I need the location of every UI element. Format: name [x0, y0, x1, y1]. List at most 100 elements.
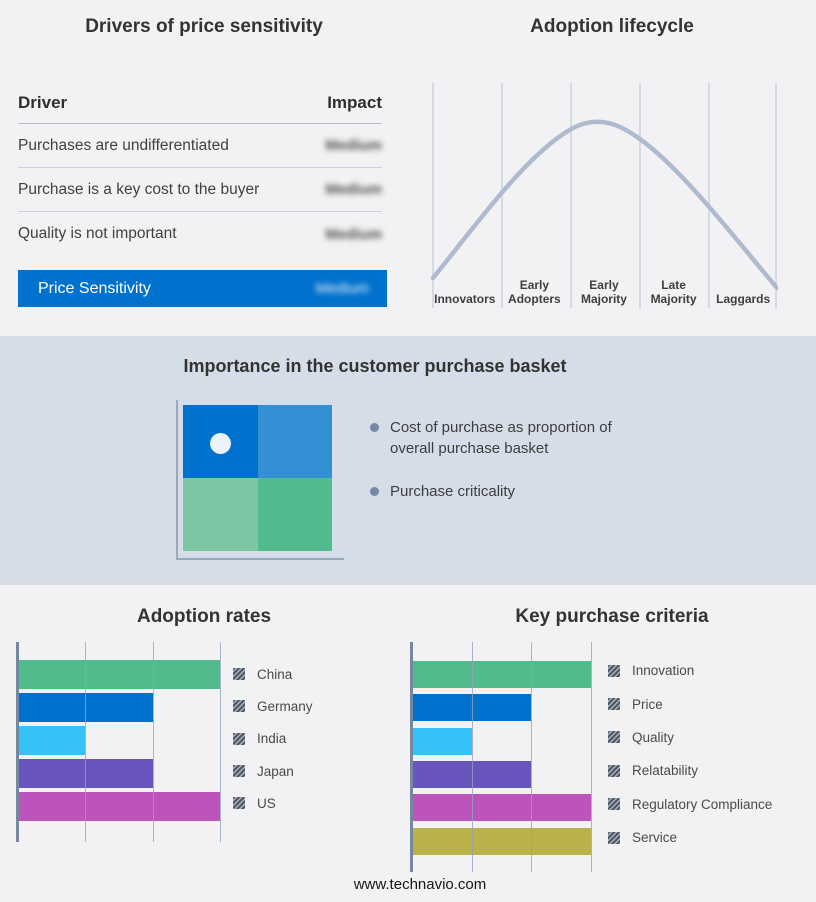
key-purchase-criteria-legend: Innovation Price Quality Relatability Regula…	[608, 654, 772, 854]
legend-swatch-hatched-icon	[608, 764, 620, 777]
gridline	[531, 642, 533, 872]
bar-us	[18, 792, 220, 821]
adoption-rates-bars	[18, 642, 220, 823]
legend-swatch-hatched-icon	[608, 731, 620, 744]
legend-swatch-hatched-icon	[233, 668, 245, 681]
key-purchase-criteria-bars	[412, 642, 591, 858]
drivers-table: Driver Impact Purchases are undifferenti…	[18, 93, 382, 256]
legend-item: Japan	[233, 755, 313, 787]
legend-item: Germany	[233, 690, 313, 722]
impact-cell-blurred: Medium	[325, 225, 382, 243]
legend-label: Innovation	[632, 663, 695, 679]
legend-swatch-hatched-icon	[608, 798, 620, 811]
drivers-panel-title: Drivers of price sensitivity	[85, 16, 323, 37]
bar-row-germany	[18, 691, 220, 724]
quadrant-cell-1	[257, 405, 332, 478]
key-purchase-criteria-bar-chart	[410, 642, 592, 872]
position-marker-dot	[210, 433, 231, 454]
legend-label: Germany	[257, 698, 313, 714]
legend-swatch-hatched-icon	[233, 732, 245, 745]
highlight-impact-value-blurred: Medium	[315, 280, 369, 297]
bar-quality	[412, 727, 472, 755]
lifecycle-bell-curve-svg	[430, 83, 780, 308]
legend-label: Quality	[632, 729, 675, 745]
bar-row-quality	[412, 725, 591, 758]
lifecycle-stage-label: Laggards	[716, 292, 771, 306]
legend-label: Price	[632, 696, 663, 712]
bar-row-relatability	[412, 758, 591, 791]
column-header-impact: Impact	[327, 93, 382, 112]
legend-item: India	[233, 723, 313, 755]
table-row: Purchases are undifferentiated Medium	[18, 124, 382, 168]
drivers-table-header: Driver Impact	[18, 93, 382, 124]
bar-row-us	[18, 790, 220, 823]
gridline	[471, 642, 473, 872]
bullet-dot-icon	[370, 487, 379, 496]
bullet-item: Cost of purchase as proportion of overal…	[370, 417, 628, 459]
bar-innovation	[412, 661, 591, 689]
driver-cell: Purchases are undifferentiated	[18, 136, 229, 154]
legend-swatch-hatched-icon	[608, 664, 620, 677]
quadrant-axis	[176, 400, 344, 560]
bullet-text: Purchase criticality	[390, 483, 516, 500]
legend-label: China	[257, 666, 293, 682]
gridline	[152, 642, 154, 842]
impact-cell-blurred: Medium	[325, 137, 382, 154]
adoption-rates-legend: China Germany India Japan US	[233, 658, 313, 819]
bar-row-price	[412, 691, 591, 724]
legend-item: Price	[608, 687, 772, 720]
y-axis-line	[410, 642, 413, 872]
table-row: Quality is not important Medium	[18, 212, 382, 256]
bar-row-india	[18, 724, 220, 757]
bar-row-regulatory-compliance	[412, 791, 591, 824]
legend-item: China	[233, 658, 313, 690]
purchase-basket-section: Importance in the customer purchase bask…	[0, 336, 816, 585]
lifecycle-panel-title: Adoption lifecycle	[530, 16, 694, 37]
bar-regulatory-compliance	[412, 794, 591, 822]
quadrant-cell-3	[257, 478, 332, 551]
table-row: Purchase is a key cost to the buyer Mediu…	[18, 168, 382, 212]
bullet-item: Purchase criticality	[370, 481, 628, 502]
legend-item: Quality	[608, 721, 772, 754]
legend-swatch-hatched-icon	[608, 698, 620, 711]
legend-item: Innovation	[608, 654, 772, 687]
legend-swatch-hatched-icon	[233, 797, 245, 810]
gridline	[220, 642, 221, 842]
basket-bullet-list: Cost of purchase as proportion of overal…	[370, 417, 628, 524]
legend-label: Relatability	[632, 763, 699, 779]
driver-cell: Quality is not important	[18, 225, 177, 242]
lifecycle-stage-label: Early Majority	[580, 278, 627, 306]
legend-label: Japan	[257, 763, 294, 779]
bar-row-innovation	[412, 658, 591, 691]
lifecycle-stage-label: Early Adopters	[508, 278, 561, 306]
legend-swatch-hatched-icon	[608, 831, 620, 844]
highlight-driver-label: Price Sensitivity	[38, 279, 151, 297]
basket-section-title: Importance in the customer purchase bask…	[183, 356, 567, 376]
lifecycle-stage-label: Late Majority	[650, 278, 697, 306]
website-url: www.technavio.com	[353, 876, 487, 893]
adoption-rates-title: Adoption rates	[136, 606, 272, 627]
quadrant-cell-2	[183, 478, 258, 551]
key-purchase-criteria-title: Key purchase criteria	[515, 606, 709, 627]
legend-item: Service	[608, 821, 772, 854]
adoption-lifecycle-chart	[430, 80, 780, 310]
legend-swatch-hatched-icon	[233, 765, 245, 778]
gridline	[85, 642, 87, 842]
price-sensitivity-highlight-row: Price Sensitivity Medium	[18, 270, 387, 307]
bullet-dot-icon	[370, 423, 379, 432]
column-header-driver: Driver	[18, 93, 68, 112]
legend-item: US	[233, 787, 313, 819]
y-axis-line	[16, 642, 19, 842]
lifecycle-stage-labels: Innovators Early Adopters Early Majority La…	[430, 274, 778, 306]
adoption-rates-bar-chart	[16, 642, 221, 842]
bar-row-service	[412, 824, 591, 857]
legend-item: Regulatory Compliance	[608, 788, 772, 821]
legend-label: India	[257, 731, 287, 747]
lifecycle-stage-label: Innovators	[434, 292, 496, 306]
legend-swatch-hatched-icon	[233, 700, 245, 713]
bullet-text: Cost of purchase as proportion of overal…	[390, 419, 612, 457]
drivers-table-rows: Purchases are undifferentiated Medium Purc…	[18, 124, 382, 256]
impact-cell-blurred: Medium	[325, 181, 382, 198]
quadrant-cell-0	[183, 405, 258, 478]
